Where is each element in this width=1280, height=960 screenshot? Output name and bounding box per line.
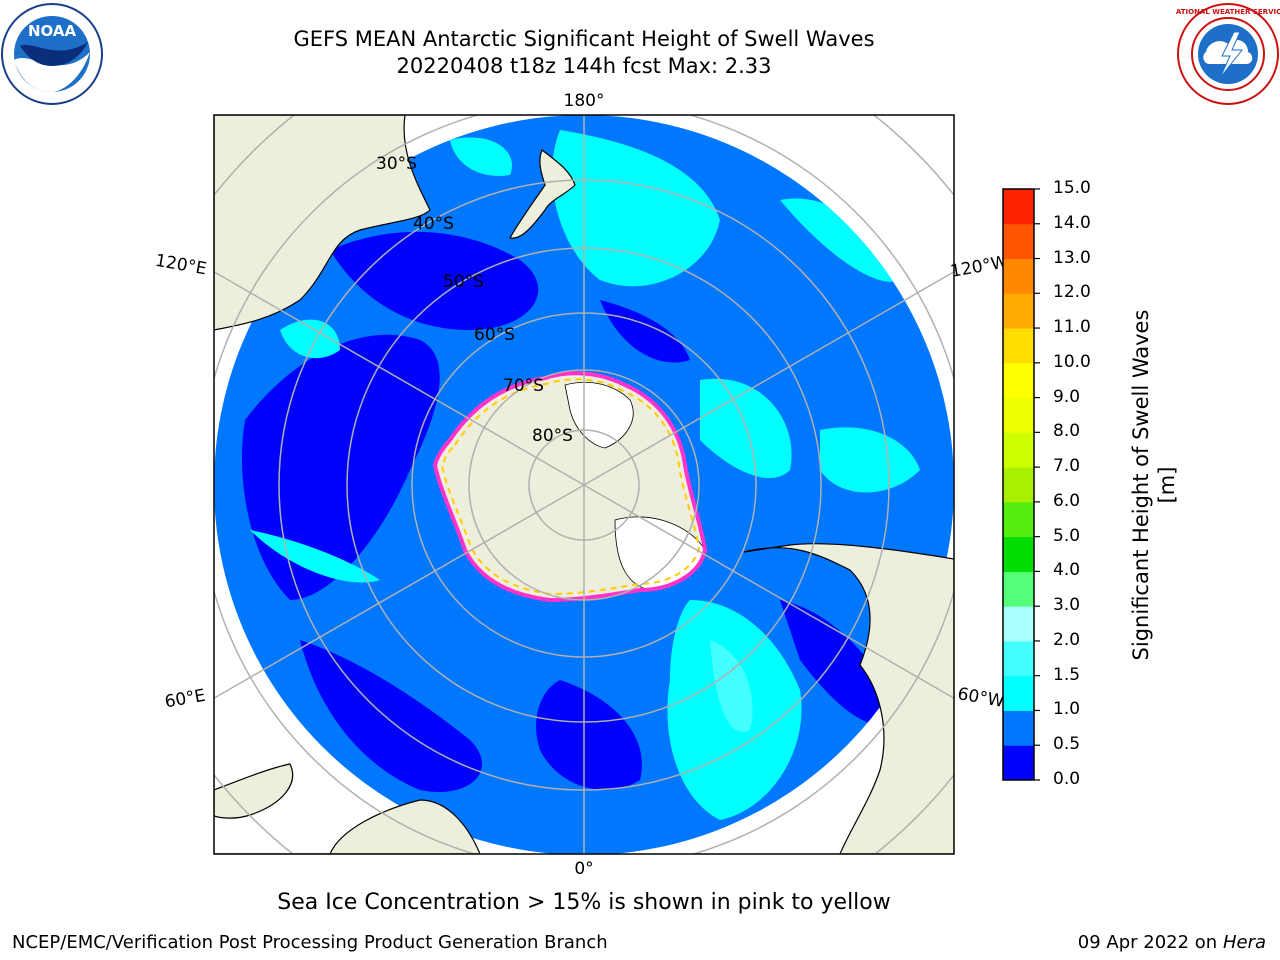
footer-system-name: Hera (1222, 932, 1266, 953)
lon-label-0: 0° (574, 859, 593, 879)
colorbar (1003, 188, 1040, 781)
lon-label-60e: 60°E (163, 686, 207, 713)
low-swell-region (600, 300, 690, 363)
land-australia (214, 115, 431, 331)
colorbar-swatch (1003, 536, 1034, 572)
colorbar-tick-label: 14.0 (1053, 212, 1091, 233)
high-swell-region (780, 198, 900, 282)
lon-label-60w: 60°W (956, 684, 1006, 712)
nws-logo-icon: NATIONAL WEATHER SERVICE (1176, 3, 1280, 105)
colorbar-swatch (1003, 710, 1034, 746)
lat-label-50s: 50°S (443, 272, 484, 292)
high-swell-region (820, 427, 920, 493)
colorbar-tick-label: 8.0 (1053, 421, 1081, 442)
high-swell-region (710, 640, 753, 732)
colorbar-tick-label: 11.0 (1053, 317, 1091, 338)
colorbar-swatch (1003, 640, 1034, 677)
high-swell-region (280, 319, 340, 359)
colorbar-swatch (1003, 258, 1034, 294)
map-frame (213, 114, 955, 855)
lat-label-60s: 60°S (474, 325, 515, 345)
colorbar-swatch (1003, 432, 1034, 468)
land-new-zealand (509, 149, 576, 239)
lon-label-120e: 120°E (154, 251, 208, 280)
map-subtitle: 20220408 t18z 144h fcst Max: 2.33 (396, 54, 772, 78)
footer-date-text: 09 Apr 2022 on (1077, 932, 1218, 953)
land-madagascar-region (214, 763, 294, 819)
land-south-america (214, 799, 481, 854)
graticule (214, 115, 954, 854)
lat-label-80s: 80°S (532, 426, 573, 446)
colorbar-title: Significant Height of Swell Waves [m] (1129, 309, 1179, 661)
colorbar-swatch (1003, 362, 1034, 399)
colorbar-frame (1002, 188, 1035, 781)
noaa-logo-icon: NOAA (1, 3, 103, 105)
lat-label-70s: 70°S (503, 376, 544, 396)
low-swell-region (300, 640, 482, 792)
lat-label-40s: 40°S (413, 214, 454, 234)
footer-credit: NCEP/EMC/Verification Post Processing Pr… (12, 932, 608, 953)
colorbar-tick-label: 12.0 (1053, 282, 1091, 303)
colorbar-tick-label: 0.0 (1053, 769, 1081, 789)
noaa-logo-text: NOAA (28, 22, 77, 40)
colorbar-tick-label: 9.0 (1053, 386, 1081, 407)
map-title: GEFS MEAN Antarctic Significant Height o… (293, 27, 875, 51)
colorbar-tick-label: 1.5 (1053, 664, 1081, 685)
low-swell-region (780, 600, 900, 726)
colorbar-tick-label: 6.0 (1053, 490, 1081, 511)
colorbar-swatch (1003, 397, 1034, 433)
colorbar-swatch (1003, 328, 1034, 364)
colorbar-tick-label: 5.0 (1053, 525, 1081, 546)
footer-date: 09 Apr 2022 on Hera (1078, 932, 1266, 953)
lon-label-180: 180° (564, 91, 605, 111)
colorbar-swatch (1003, 223, 1034, 260)
colorbar-swatch (1003, 293, 1034, 329)
colorbar-tick-label: 7.0 (1053, 456, 1081, 477)
colorbar-tick-label: 0.5 (1053, 734, 1081, 755)
colorbar-tick-label: 13.0 (1053, 247, 1091, 268)
colorbar-swatch (1003, 189, 1034, 225)
sea-ice-inner (440, 378, 701, 596)
nws-logo-text: NATIONAL WEATHER SERVICE (1176, 8, 1280, 16)
high-swell-region (552, 130, 720, 287)
colorbar-swatch (1003, 571, 1034, 607)
low-swell-region (536, 680, 642, 790)
colorbar-tick-label: 3.0 (1053, 595, 1081, 616)
sea-ice-note: Sea Ice Concentration > 15% is shown in … (277, 890, 891, 915)
colorbar-tick-label: 10.0 (1053, 351, 1091, 372)
lat-label-30s: 30°S (376, 154, 417, 174)
high-swell-region (250, 530, 380, 583)
lon-label-120w: 120°W (949, 252, 1010, 282)
colorbar-tick-label: 4.0 (1053, 560, 1081, 581)
colorbar-tick-label: 15.0 (1053, 178, 1091, 198)
land-africa (743, 543, 954, 854)
ross-ice-shelf (564, 381, 634, 449)
high-swell-region (450, 137, 512, 176)
colorbar-swatch (1003, 745, 1034, 781)
colorbar-tick-label: 1.0 (1053, 699, 1081, 720)
colorbar-swatch (1003, 501, 1034, 538)
colorbar-swatch (1003, 606, 1034, 642)
colorbar-swatch (1003, 675, 1034, 711)
colorbar-tick-label: 2.0 (1053, 629, 1081, 650)
colorbar-swatch (1003, 467, 1034, 503)
sea-ice-edge (432, 371, 708, 603)
